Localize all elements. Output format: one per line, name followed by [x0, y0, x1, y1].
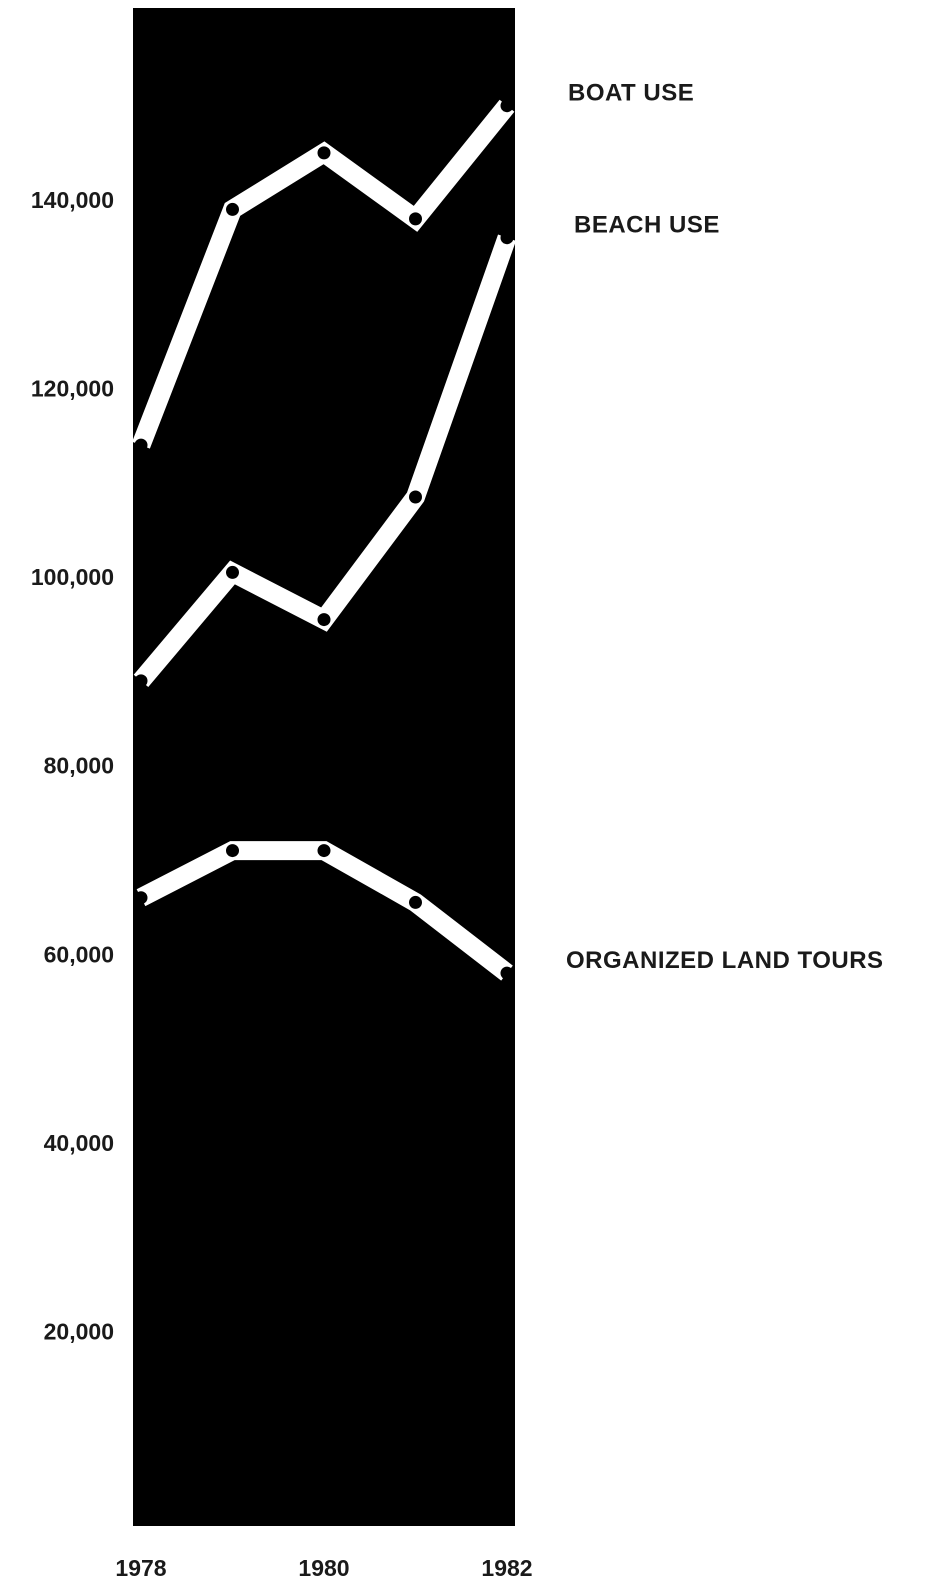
- data-point: [500, 966, 514, 980]
- series-points: [134, 99, 514, 980]
- x-tick-label: 1978: [115, 1555, 166, 1581]
- y-axis-ticks: 20,000 40,000 60,000 80,000 100,000 120,000 14…: [31, 187, 114, 1344]
- x-tick-label: 1982: [481, 1555, 532, 1581]
- data-point: [226, 565, 239, 579]
- y-tick-label: 60,000: [44, 941, 114, 967]
- series-label: BOAT USE: [568, 80, 694, 107]
- data-point: [134, 438, 148, 452]
- data-point: [226, 202, 239, 216]
- y-tick-label: 100,000: [31, 564, 114, 590]
- y-tick-label: 20,000: [44, 1318, 114, 1344]
- data-point: [409, 490, 422, 504]
- plot-background: [133, 8, 515, 1526]
- data-point: [500, 231, 514, 245]
- data-point: [226, 844, 239, 858]
- y-tick-label: 40,000: [44, 1130, 114, 1156]
- data-point: [134, 674, 148, 688]
- data-point: [409, 895, 422, 909]
- y-tick-label: 120,000: [31, 376, 114, 402]
- data-point: [317, 844, 331, 858]
- series-labels: BOAT USE BEACH USE ORGANIZED LAND TOURS: [566, 80, 884, 974]
- x-tick-label: 1980: [298, 1555, 349, 1581]
- data-point: [409, 212, 422, 226]
- series-label: ORGANIZED LAND TOURS: [566, 947, 884, 974]
- data-point: [317, 613, 331, 627]
- y-tick-label: 80,000: [44, 753, 114, 779]
- data-point: [317, 146, 331, 160]
- data-point: [134, 891, 148, 905]
- data-point: [500, 99, 514, 113]
- y-tick-label: 140,000: [31, 187, 114, 213]
- x-axis-ticks: 1978 1980 1982: [115, 1555, 532, 1581]
- series-label: BEACH USE: [574, 212, 720, 239]
